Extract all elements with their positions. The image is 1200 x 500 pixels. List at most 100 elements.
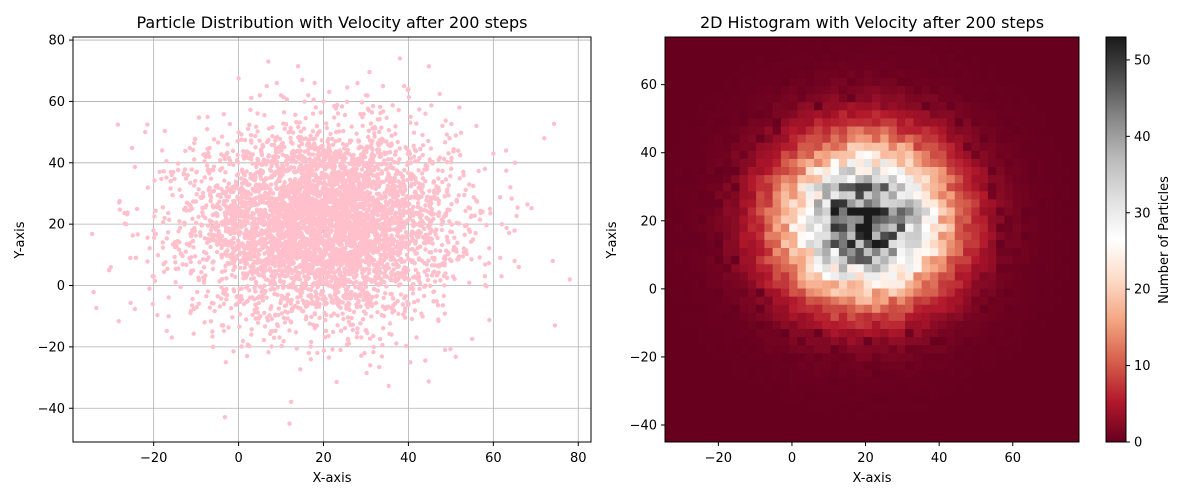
scatter-point (253, 269, 258, 275)
scatter-point (487, 206, 493, 212)
scatter-point (182, 222, 187, 227)
scatter-point (422, 293, 427, 299)
scatter-point (429, 218, 434, 224)
scatter-point (315, 152, 321, 157)
scatter-point (271, 279, 277, 284)
scatter-point (253, 161, 259, 166)
scatter-point (247, 235, 253, 241)
scatter-point (153, 208, 158, 213)
scatter-point (355, 211, 361, 217)
scatter-point (251, 198, 256, 203)
scatter-point (210, 329, 215, 334)
scatter-point (206, 255, 211, 260)
scatter-point (414, 179, 419, 185)
scatter-point (322, 238, 327, 244)
scatter-point (363, 260, 368, 265)
scatter-point (199, 179, 204, 184)
scatter-point (198, 233, 203, 238)
scatter-point (160, 245, 166, 250)
scatter-point (435, 235, 440, 241)
scatter-point (379, 125, 384, 130)
scatter-point (249, 95, 254, 101)
scatter-point (277, 335, 282, 340)
scatter-point (314, 323, 319, 328)
scatter-point (336, 122, 341, 128)
scatter-point (256, 252, 261, 257)
scatter-point (252, 218, 257, 223)
scatter-point (289, 180, 294, 185)
scatter-point (420, 171, 425, 176)
scatter-point (400, 190, 405, 196)
scatter-point (449, 155, 454, 161)
scatter-point (343, 271, 348, 277)
scatter-point (430, 159, 435, 165)
scatter-point (303, 248, 309, 254)
scatter-point (258, 294, 263, 300)
scatter-point (355, 218, 360, 224)
scatter-point (440, 179, 445, 185)
scatter-point (248, 132, 254, 138)
scatter-point (270, 270, 276, 275)
scatter-point (440, 303, 445, 308)
scatter-point (333, 170, 338, 176)
scatter-point (366, 244, 371, 250)
scatter-point (225, 142, 230, 147)
scatter-point (291, 280, 296, 285)
scatter-point (342, 223, 347, 228)
scatter-point (218, 206, 223, 212)
scatter-point (273, 135, 279, 141)
scatter-point (226, 243, 231, 248)
scatter-point (264, 315, 270, 320)
scatter-point (411, 130, 417, 135)
scatter-point (223, 237, 228, 243)
scatter-point (376, 208, 381, 213)
scatter-point (384, 177, 389, 182)
scatter-point (309, 293, 314, 299)
scatter-point (306, 184, 312, 189)
scatter-point (282, 268, 287, 273)
scatter-point (436, 176, 441, 181)
scatter-point (477, 217, 483, 222)
scatter-point (188, 255, 194, 260)
scatter-point (191, 245, 196, 250)
scatter-point (379, 162, 384, 167)
scatter-point (189, 303, 195, 308)
scatter-point (302, 285, 307, 290)
scatter-point (357, 144, 363, 149)
scatter-point (261, 337, 267, 343)
scatter-point (423, 247, 428, 252)
scatter-point (215, 193, 220, 198)
scatter-point (164, 328, 169, 334)
scatter-point (287, 328, 292, 333)
scatter-point (384, 284, 389, 289)
scatter-point (245, 195, 250, 200)
scatter-point (310, 215, 315, 220)
scatter-point (419, 223, 424, 229)
scatter-point (165, 266, 170, 271)
scatter-point (365, 180, 371, 186)
scatter-point (339, 206, 344, 212)
scatter-point (231, 206, 236, 211)
scatter-point (424, 167, 430, 172)
scatter-point (230, 148, 236, 153)
scatter-point (445, 187, 450, 192)
scatter-point (345, 85, 350, 90)
scatter-point (313, 219, 318, 224)
scatter-point (329, 279, 334, 284)
scatter-point (253, 302, 259, 307)
scatter-point (412, 175, 418, 180)
scatter-point (399, 246, 404, 251)
scatter-point (214, 220, 219, 225)
scatter-point (366, 267, 372, 272)
scatter-point (408, 194, 414, 200)
scatter-point (314, 132, 320, 138)
scatter-point (386, 171, 391, 176)
scatter-points (89, 56, 572, 426)
scatter-point (301, 258, 306, 263)
scatter-point (326, 355, 332, 360)
scatter-point (264, 183, 269, 188)
scatter-point (239, 132, 244, 137)
scatter-point (322, 335, 328, 340)
scatter-point (259, 209, 264, 214)
scatter-point (247, 122, 252, 128)
